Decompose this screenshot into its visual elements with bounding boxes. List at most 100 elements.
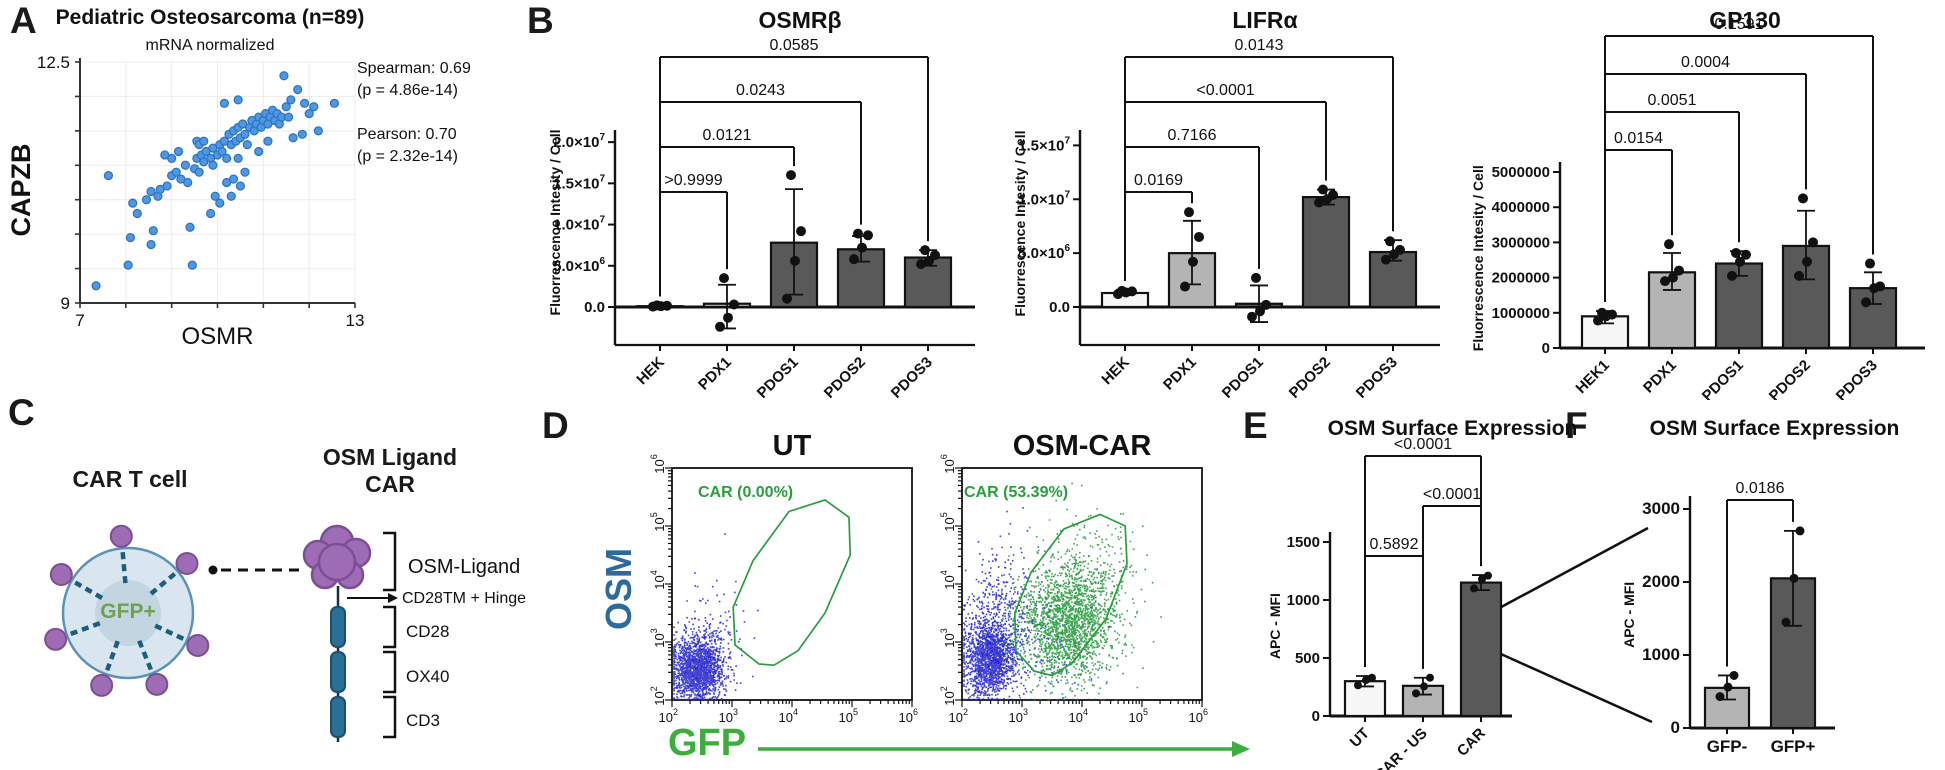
svg-text:Fluorrescence Intesity / Cell: Fluorrescence Intesity / Cell	[1470, 165, 1486, 351]
svg-text:1.0×107: 1.0×107	[1018, 189, 1070, 208]
svg-text:102: 102	[949, 707, 968, 725]
svg-text:105: 105	[939, 512, 957, 531]
osm-ligand-blob	[302, 524, 372, 590]
significance-brackets	[1604, 35, 1874, 303]
significance-brackets	[1124, 56, 1394, 281]
svg-text:1.0×107: 1.0×107	[553, 215, 605, 234]
flow-plot-ut: UT 102 102 103 103 104 104 105 105 106 106 CAR (0.0…	[649, 430, 918, 725]
svg-text:CAR - US: CAR - US	[1372, 725, 1431, 770]
svg-text:0.0186: 0.0186	[1736, 480, 1785, 497]
svg-text:APC - MFI: APC - MFI	[1621, 582, 1637, 648]
svg-text:UT: UT	[773, 430, 812, 462]
data-points	[1113, 184, 1405, 322]
svg-text:0.0004: 0.0004	[1681, 54, 1730, 71]
svg-text:<0.0001: <0.0001	[1423, 486, 1481, 503]
data-points	[1715, 526, 1805, 702]
car-t-cell-title: CAR T cell	[72, 466, 188, 492]
svg-text:0.0585: 0.0585	[770, 37, 819, 54]
svg-text:5.0×106: 5.0×106	[1018, 243, 1070, 262]
svg-text:2000: 2000	[1642, 572, 1680, 591]
svg-text:104: 104	[1069, 707, 1088, 725]
significance-brackets	[1726, 499, 1794, 667]
dashed-connector	[208, 565, 300, 575]
svg-text:OSM-CAR: OSM-CAR	[1013, 430, 1152, 462]
svg-text:HEK: HEK	[633, 354, 668, 389]
zoom-connector-lines	[1491, 526, 1653, 724]
svg-text:0.0: 0.0	[1049, 299, 1070, 316]
flow-cluster-neg	[673, 615, 742, 701]
cd28-label: CD28	[406, 622, 450, 641]
svg-text:12.5: 12.5	[37, 53, 70, 72]
svg-text:0: 0	[1312, 708, 1320, 725]
panel-e-letter: E	[1243, 405, 1268, 446]
svg-text:UT: UT	[1347, 725, 1373, 751]
category-labels: GFP- GFP+	[1707, 728, 1816, 756]
osm-axis-label: OSM	[598, 547, 639, 630]
significance-brackets	[1364, 455, 1482, 669]
svg-text:0.5892: 0.5892	[1370, 536, 1419, 553]
car-gate	[1013, 513, 1128, 677]
svg-text:GP130: GP130	[1709, 7, 1781, 33]
category-labels: HEK PDX1 PDOS1 PDOS2 PDOS3	[633, 345, 936, 400]
pearson-pvalue: (p = 2.32e-14)	[357, 148, 458, 165]
svg-text:5.0×106: 5.0×106	[553, 256, 605, 275]
svg-text:9: 9	[61, 294, 70, 313]
data-points	[648, 170, 940, 332]
svg-text:PDOS1: PDOS1	[754, 354, 802, 400]
svg-text:3000: 3000	[1642, 499, 1680, 518]
svg-text:103: 103	[649, 628, 667, 647]
svg-text:OSMRβ: OSMRβ	[758, 7, 841, 33]
car-receptor-spikes	[44, 524, 210, 697]
ox40-bracket	[383, 650, 397, 694]
svg-text:1.5×107: 1.5×107	[1018, 135, 1070, 154]
panel-a-title: Pediatric Osteosarcoma (n=89)	[55, 6, 365, 29]
panel-a-scatter-plot: 12.5 97 13 CAPZB OSMR	[6, 53, 364, 348]
svg-text:7: 7	[75, 311, 84, 330]
data-points	[1593, 193, 1885, 326]
flow-cluster-pos	[985, 519, 1155, 701]
svg-text:0: 0	[1671, 718, 1680, 737]
construct-title-line1: OSM Ligand	[322, 444, 458, 470]
svg-text:1500: 1500	[1287, 534, 1320, 551]
svg-text:LIFRα: LIFRα	[1232, 7, 1297, 33]
panel-e-title: OSM Surface Expression	[1327, 417, 1578, 440]
flow-cluster-neg	[963, 595, 1029, 701]
svg-text:0.7166: 0.7166	[1168, 127, 1217, 144]
domain-brackets	[383, 531, 397, 739]
svg-text:0.0121: 0.0121	[703, 127, 752, 144]
spearman-pvalue: (p = 4.86e-14)	[357, 82, 458, 99]
car-t-diagram	[44, 524, 398, 742]
svg-text:105: 105	[839, 707, 858, 725]
svg-text:2000000: 2000000	[1492, 270, 1550, 287]
flow-cluster-neg	[963, 507, 1046, 701]
svg-text:102: 102	[649, 686, 667, 705]
svg-text:104: 104	[779, 707, 798, 725]
significance-brackets	[659, 56, 929, 297]
pearson-stat: Pearson: 0.70	[357, 126, 457, 143]
svg-text:106: 106	[939, 454, 957, 473]
svg-text:PDOS2: PDOS2	[821, 354, 869, 400]
svg-text:106: 106	[899, 707, 918, 725]
gfp-axis-label: GFP	[668, 722, 747, 764]
flow-cluster-neg	[680, 533, 759, 670]
svg-text:Fluorrescence Intesity / Cell: Fluorrescence Intesity / Cell	[547, 130, 563, 316]
svg-text:0.0169: 0.0169	[1134, 172, 1183, 189]
svg-text:GFP+: GFP+	[1771, 737, 1816, 756]
svg-text:106: 106	[1189, 707, 1208, 725]
svg-text:1.5×107: 1.5×107	[553, 173, 605, 192]
svg-text:0.0051: 0.0051	[1648, 92, 1697, 109]
cd3-domain-shape	[330, 696, 346, 738]
cd3-bracket	[383, 695, 397, 739]
svg-text:105: 105	[1129, 707, 1148, 725]
svg-text:0.0: 0.0	[584, 299, 605, 316]
panel-f-letter: F	[1565, 405, 1588, 446]
svg-text:GFP-: GFP-	[1707, 737, 1748, 756]
svg-text:PDOS3: PDOS3	[888, 354, 936, 400]
svg-text:500: 500	[1295, 650, 1320, 667]
svg-text:103: 103	[939, 628, 957, 647]
panel-c-letter: C	[8, 392, 35, 433]
car-construct-stalk	[330, 586, 346, 742]
svg-text:3000000: 3000000	[1492, 234, 1550, 251]
